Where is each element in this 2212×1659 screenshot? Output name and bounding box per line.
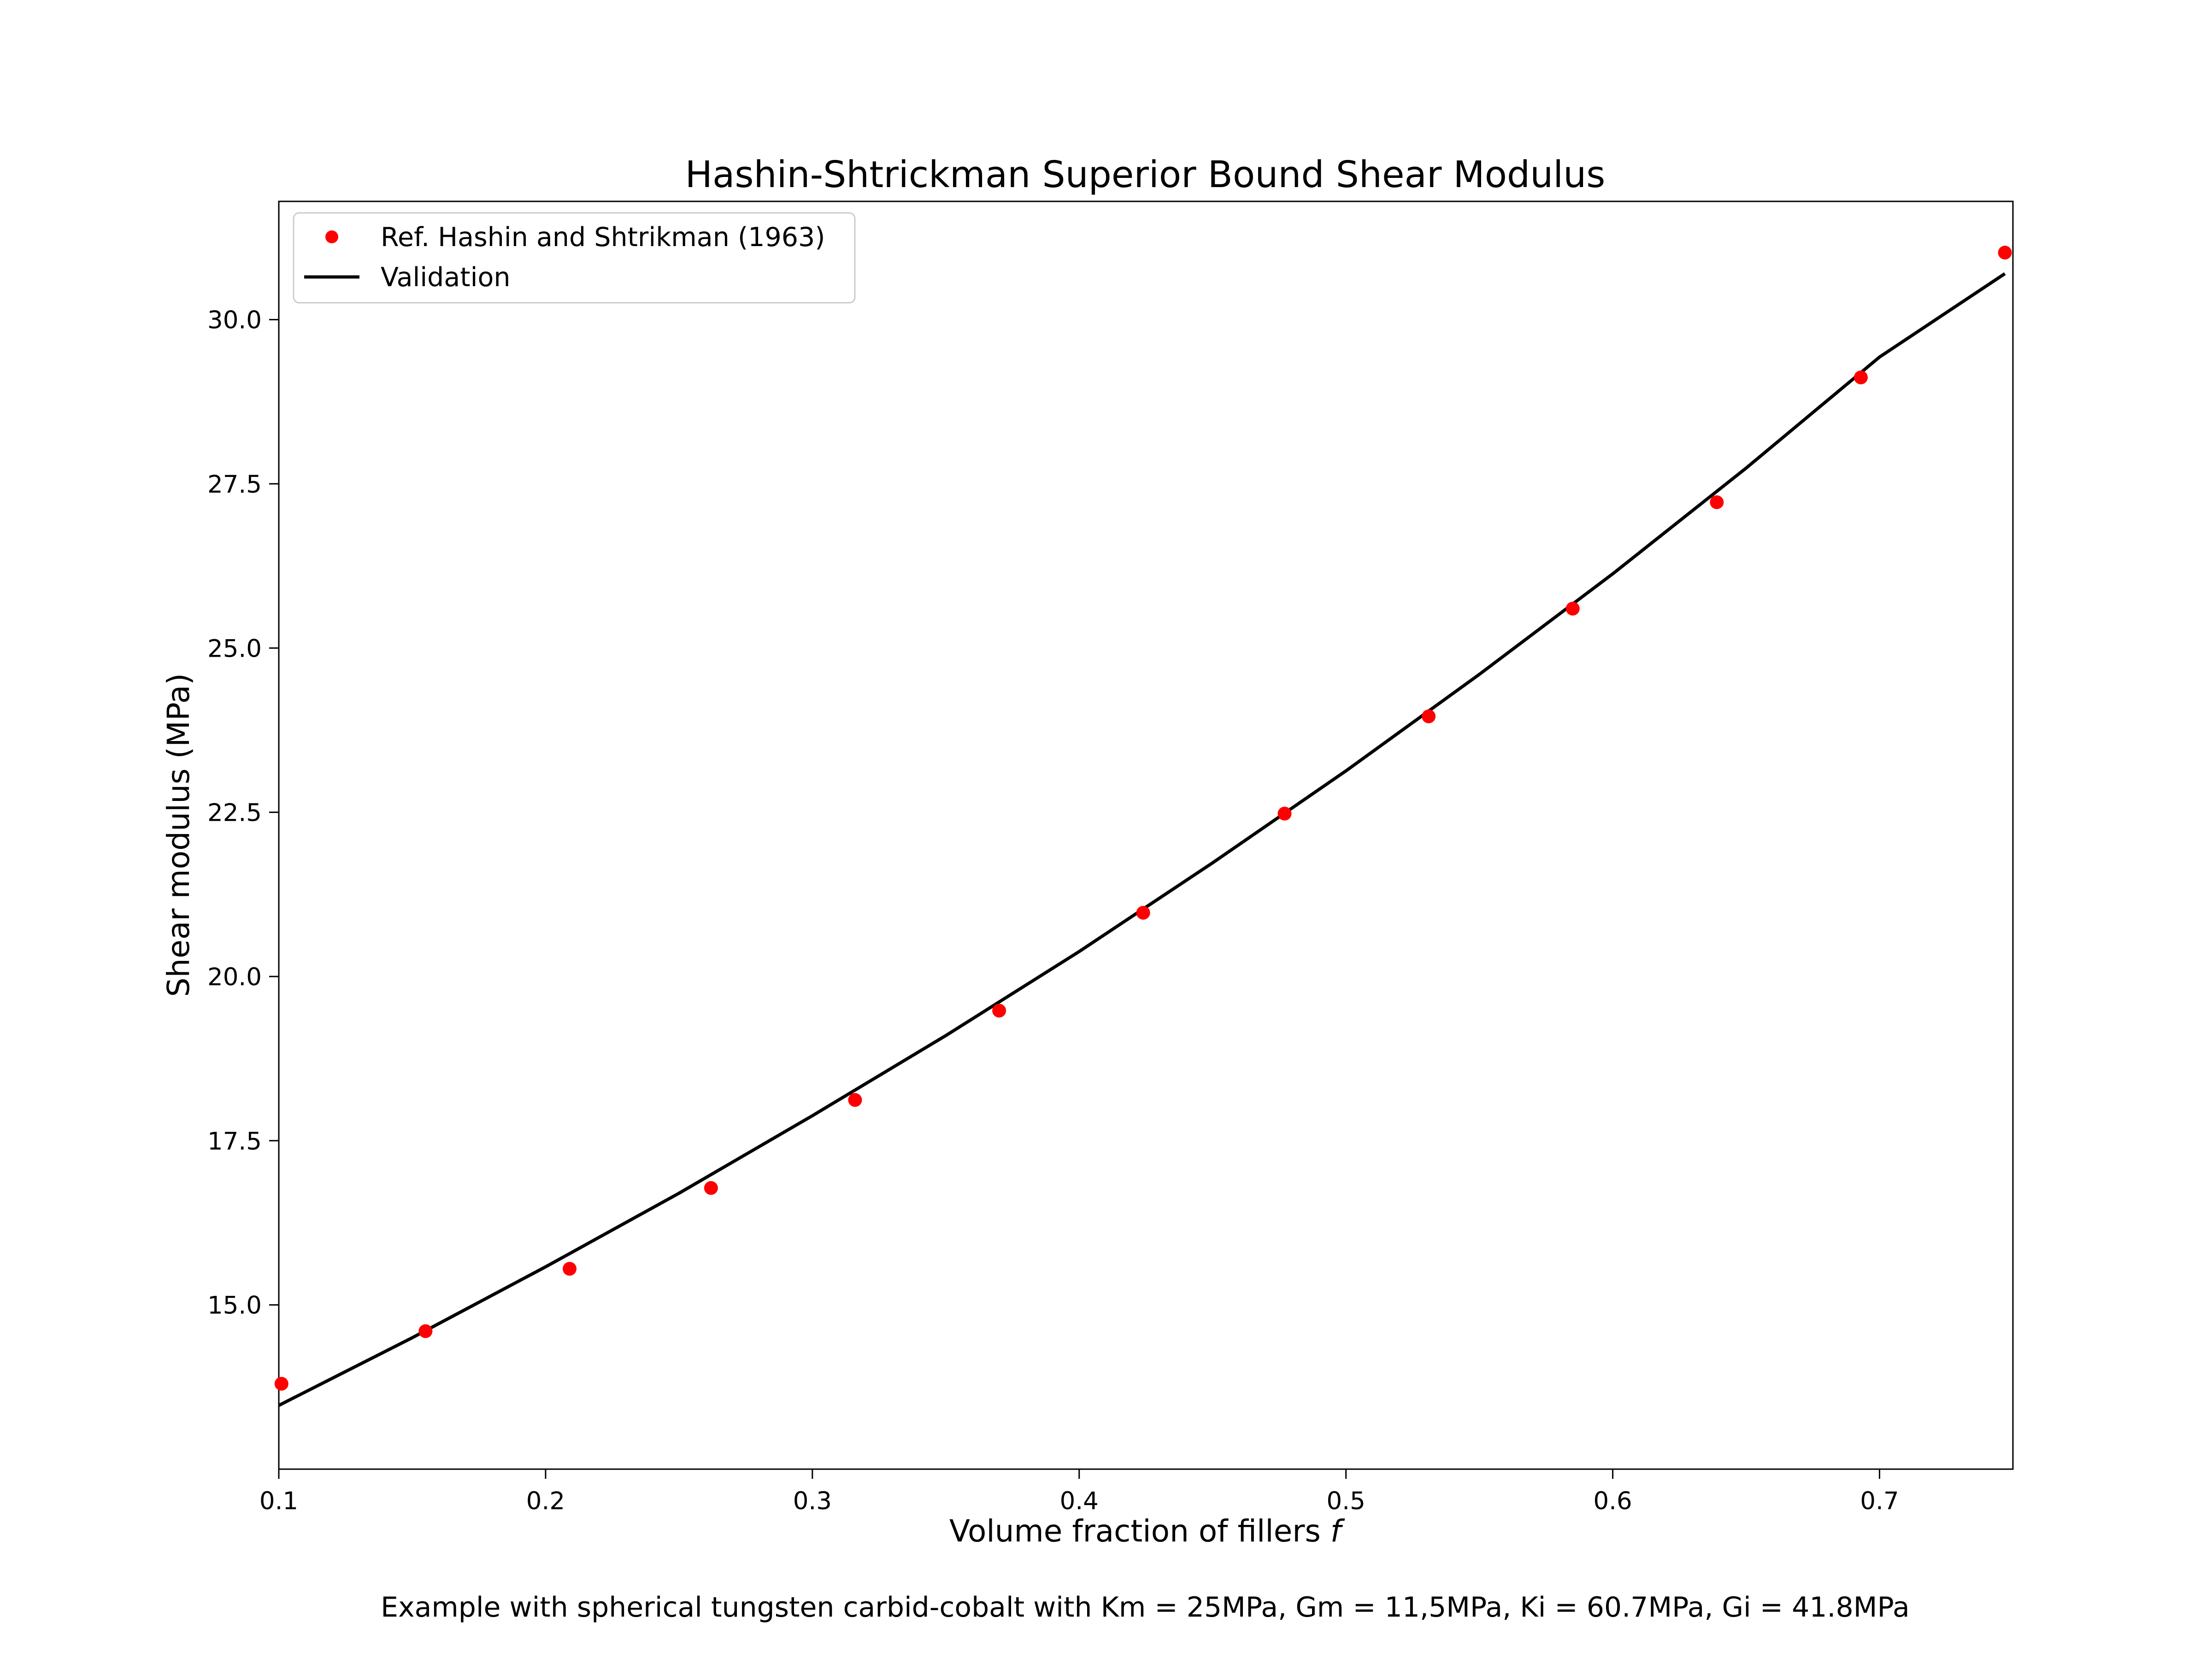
x-tick-label: 0.4 [1060, 1487, 1099, 1515]
reference-data-point [992, 1004, 1006, 1018]
reference-data-point [1710, 495, 1724, 509]
x-tick-label: 0.3 [793, 1487, 832, 1515]
reference-data-point [848, 1093, 862, 1107]
x-tick-label: 0.5 [1327, 1487, 1365, 1515]
chart-title: Hashin-Shtrickman Superior Bound Shear M… [685, 153, 1606, 196]
x-axis-label: Volume fraction of fillers f [949, 1513, 1345, 1549]
axes-frame [278, 200, 2014, 1470]
legend: Ref. Hashin and Shtrikman (1963) Validat… [293, 212, 856, 304]
reference-data-point [1854, 371, 1868, 385]
y-tick-label: 17.5 [207, 1127, 262, 1155]
y-tick-label: 20.0 [207, 963, 262, 991]
x-axis-ticks: 0.1 0.2 0.3 0.4 0.5 0.6 0.7 [259, 1469, 1899, 1515]
legend-label-validation: Validation [381, 262, 510, 293]
x-tick-label: 0.2 [526, 1487, 565, 1515]
legend-marker-reference [325, 230, 338, 243]
reference-data-point [1277, 806, 1292, 821]
x-tick-label: 0.6 [1593, 1487, 1632, 1515]
reference-data-point [418, 1324, 433, 1338]
reference-data-point [1422, 709, 1436, 724]
x-axis-label-text: Volume fraction of fillers [949, 1513, 1330, 1549]
y-axis-ticks: 15.0 17.5 20.0 22.5 25.0 27.5 30.0 [207, 306, 279, 1320]
x-tick-label: 0.7 [1860, 1487, 1899, 1515]
y-tick-label: 15.0 [207, 1292, 262, 1320]
y-axis-label: Shear modulus (MPa) [161, 673, 196, 997]
legend-label-reference: Ref. Hashin and Shtrikman (1963) [381, 222, 825, 253]
reference-data-point [704, 1181, 718, 1195]
plot-area: 0.1 0.2 0.3 0.4 0.5 0.6 0.7 15.0 17.5 20.0 22.5 25… [207, 200, 2014, 1515]
y-tick-label: 30.0 [207, 306, 262, 335]
reference-data-point [1998, 246, 2012, 260]
reference-data-point [274, 1377, 288, 1391]
reference-data-point [1136, 906, 1150, 920]
x-tick-label: 0.1 [259, 1487, 298, 1515]
y-tick-label: 27.5 [207, 471, 262, 499]
legend-box [293, 212, 856, 304]
y-tick-label: 25.0 [207, 635, 262, 663]
reference-data-point [563, 1262, 577, 1276]
figure-caption: Example with spherical tungsten carbid-c… [381, 1591, 1910, 1624]
y-tick-label: 22.5 [207, 799, 262, 827]
series-layer [274, 246, 2012, 1407]
reference-data-point [1565, 601, 1580, 616]
